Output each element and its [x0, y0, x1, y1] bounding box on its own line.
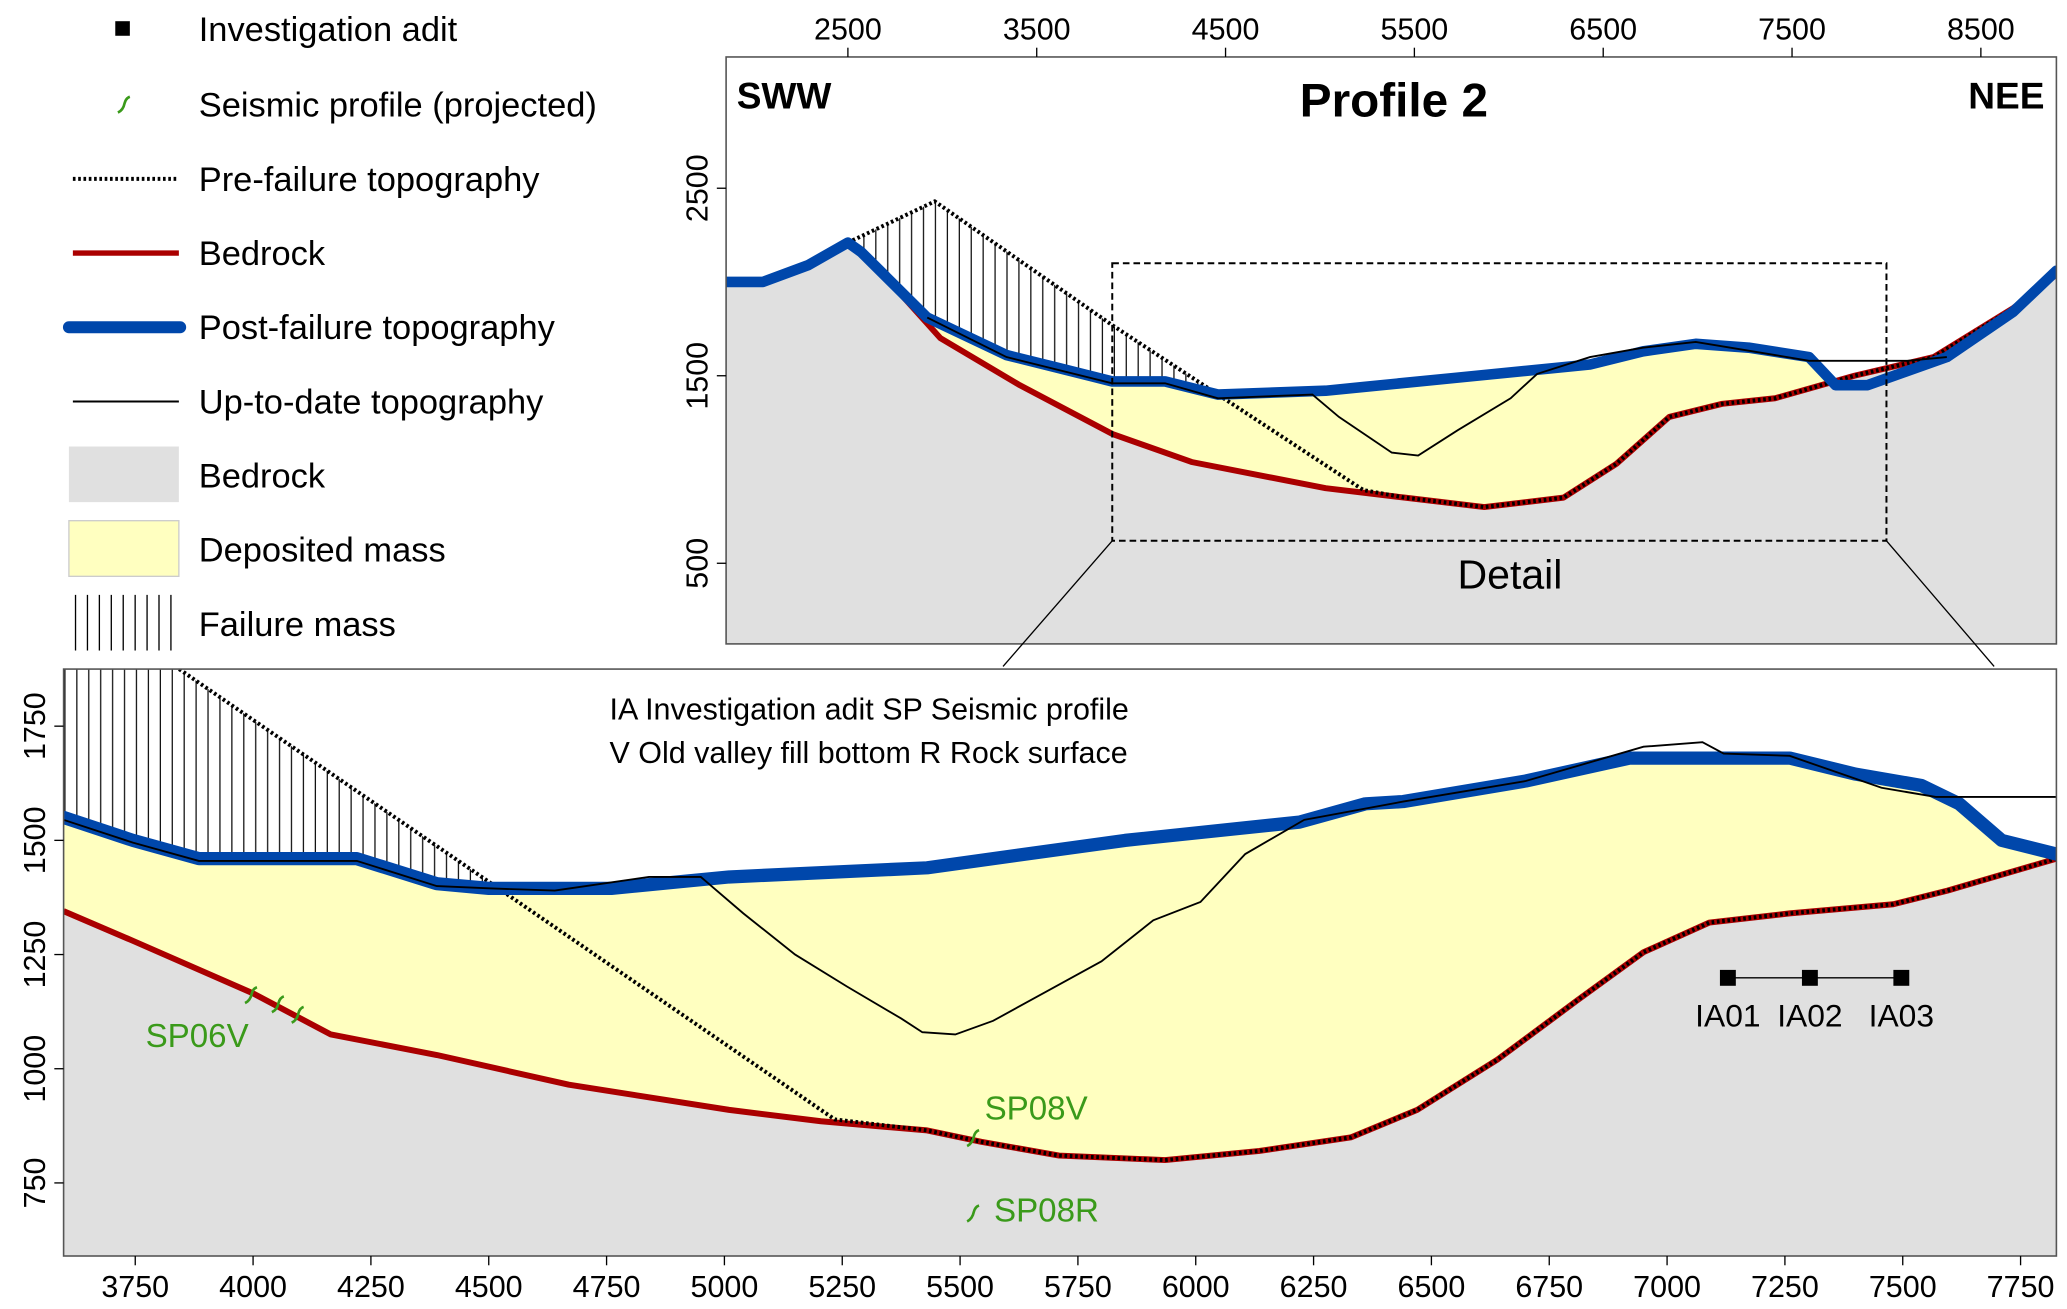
plot-frame	[725, 56, 2058, 645]
legend-item: Investigation adit	[115, 11, 458, 49]
seismic-mark-icon	[244, 985, 258, 1005]
x-tick-label: 7500	[1758, 13, 1826, 47]
plot-area	[726, 56, 2057, 644]
adit-label: IA03	[1869, 998, 1934, 1034]
up-to-date-line	[63, 741, 2057, 1036]
x-tick-label: 6500	[1398, 1270, 1466, 1304]
x-tick-label: 4500	[455, 1270, 523, 1304]
bedrock-area	[726, 242, 2057, 644]
gray-fill-icon	[68, 446, 179, 503]
adit-label: IA02	[1777, 998, 1842, 1034]
legend-label: Post-failure topography	[199, 309, 556, 347]
legend-item: Failure mass	[74, 594, 396, 651]
note-text: IA Investigation adit SP Seismic profile	[610, 692, 1129, 726]
x-tick-label: 7500	[1869, 1270, 1937, 1304]
y-tick-label: 500	[681, 538, 715, 589]
seismic-mark-icon	[291, 1005, 305, 1024]
x-tick-label: 7000	[1633, 1270, 1701, 1304]
legend-item: Deposited mass	[68, 520, 446, 577]
seismic-mark-icon	[966, 1128, 980, 1148]
legend-label: Deposited mass	[199, 532, 446, 570]
x-tick-label: 5500	[1380, 13, 1448, 47]
x-tick-label: 4000	[219, 1270, 287, 1304]
x-tick-label: 8500	[1947, 13, 2015, 47]
y-tick-label: 750	[18, 1158, 52, 1209]
y-tick-label: 1500	[18, 806, 52, 874]
x-tick-label: 5500	[926, 1270, 994, 1304]
x-tick-label: 5750	[1044, 1270, 1112, 1304]
overview-chart: 2500 3500 4500 5500 6500 7500 8500 500 1500 2500 S…	[681, 13, 2058, 645]
legend-label: Investigation adit	[199, 11, 458, 49]
x-tick-label: 6000	[1162, 1270, 1230, 1304]
yellow-fill-icon	[68, 520, 180, 577]
adit-square-icon	[1801, 969, 1818, 986]
legend-label: Seismic profile (projected)	[199, 87, 597, 125]
legend-label: Failure mass	[199, 606, 396, 644]
legend-label: Up-to-date topography	[199, 383, 544, 421]
adit-square-icon	[1719, 969, 1736, 986]
y-tick-label: 1250	[18, 921, 52, 989]
y-tick-label: 1500	[681, 342, 715, 410]
y-tick-label: 1750	[18, 692, 52, 760]
x-tick-label: 6250	[1280, 1270, 1348, 1304]
x-tick-label: 6500	[1569, 13, 1637, 47]
plot-area	[63, 669, 2057, 1257]
y-tick-label: 2500	[681, 154, 715, 222]
bedrock-area	[63, 858, 2057, 1257]
seismic-mark-icon	[271, 995, 285, 1014]
up-to-date-line	[926, 316, 1947, 457]
detail-connector-right	[1885, 540, 1995, 667]
x-tick-label: 3750	[101, 1270, 169, 1304]
x-tick-label: 7250	[1751, 1270, 1819, 1304]
x-tick-label: 5000	[691, 1270, 759, 1304]
pre-failure-line	[178, 669, 2057, 1163]
adit-square-icon	[1893, 969, 1910, 986]
seismic-profile-label: SP08R	[994, 1192, 1099, 1229]
square-icon	[115, 21, 130, 36]
x-tick-label: 4500	[1192, 13, 1260, 47]
seismic-mark-icon	[966, 1204, 980, 1223]
x-tick-label: 7750	[1987, 1270, 2055, 1304]
x-tick-label: 2500	[814, 13, 882, 47]
x-tick-label: 5250	[808, 1270, 876, 1304]
detail-connector-left	[1002, 540, 1113, 667]
detail-chart: 3750 4000 4250 4500 4750 5000 5250 5500 5750 6000…	[18, 668, 2058, 1304]
x-tick-label: 4750	[573, 1270, 641, 1304]
legend-label: Bedrock	[199, 458, 326, 496]
x-tick-label: 3500	[1003, 13, 1071, 47]
legend-item: Bedrock	[68, 446, 326, 503]
legend-label: Bedrock	[199, 235, 326, 273]
detail-label: Detail	[1457, 551, 1562, 597]
pre-failure-line	[847, 199, 2057, 510]
plot-frame	[62, 668, 2058, 1257]
adit-label: IA01	[1695, 998, 1760, 1034]
x-tick-label: 4250	[337, 1270, 405, 1304]
legend-label: Pre-failure topography	[199, 161, 541, 199]
post-failure-line	[726, 237, 2057, 400]
legend-item: Pre-failure topography	[72, 161, 541, 199]
legend-item: Bedrock	[72, 235, 326, 273]
x-tick-label: 6750	[1515, 1270, 1583, 1304]
direction-left-label: SWW	[737, 75, 832, 117]
detail-box	[1111, 262, 1888, 542]
seismic-mark-icon	[117, 95, 131, 114]
legend-item: Up-to-date topography	[72, 383, 544, 421]
note-text: V Old valley fill bottom R Rock surface	[610, 736, 1128, 770]
legend-item: Seismic profile (projected)	[117, 87, 597, 125]
y-tick-label: 1000	[18, 1035, 52, 1103]
chart-title: Profile 2	[1300, 75, 1488, 128]
direction-right-label: NEE	[1968, 75, 2044, 117]
bedrock-line	[63, 855, 2057, 1164]
legend: Investigation adit Seismic profile (proje…	[62, 11, 597, 651]
seismic-profile-label: SP06V	[146, 1018, 249, 1055]
seismic-profile-label: SP08V	[985, 1090, 1088, 1127]
legend-item: Post-failure topography	[62, 309, 556, 347]
